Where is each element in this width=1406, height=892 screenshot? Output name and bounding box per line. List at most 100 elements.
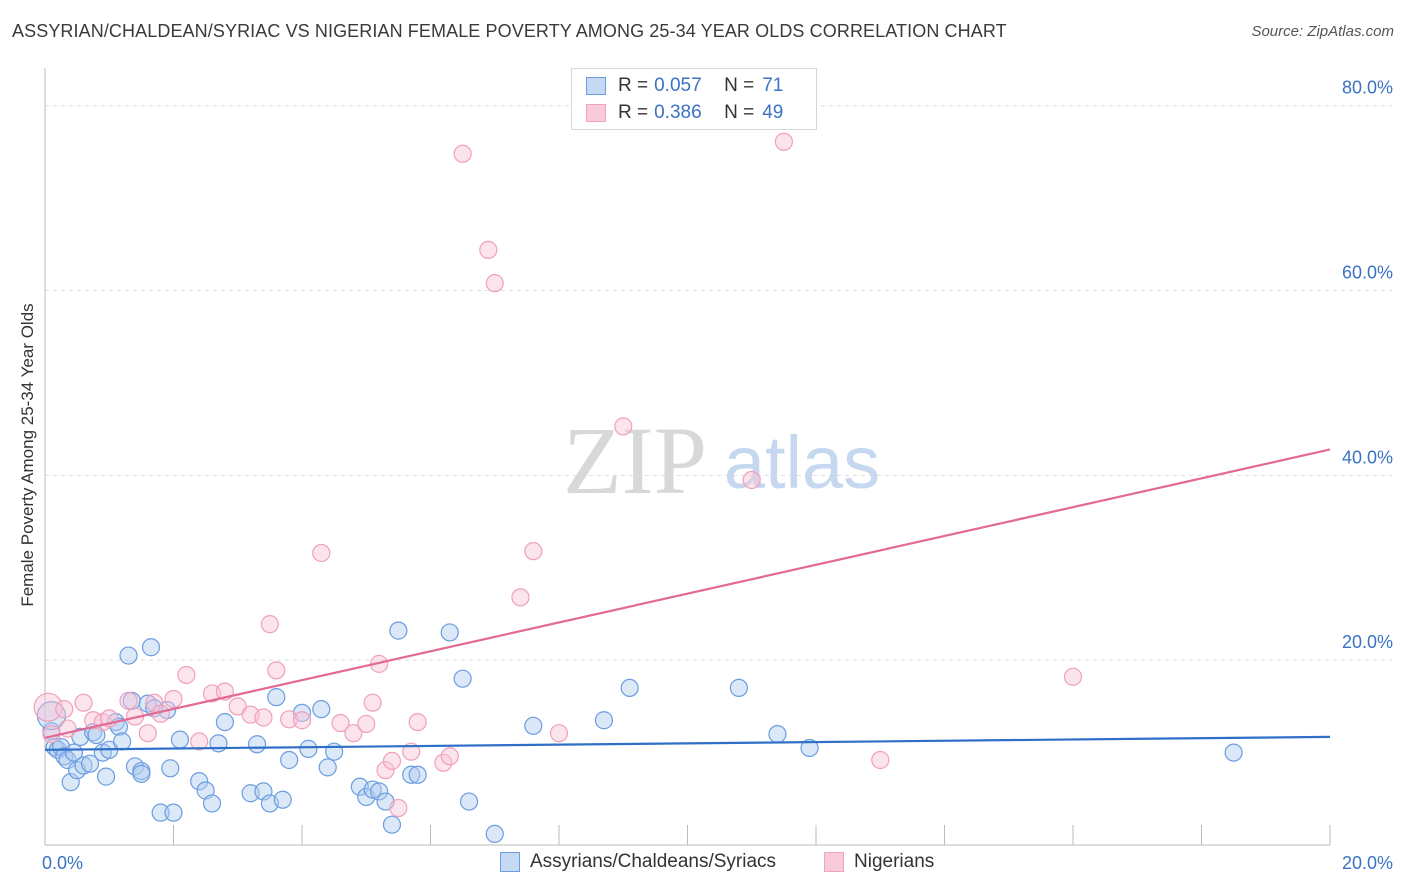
point-assyrians <box>459 792 479 811</box>
trend-line-assyrians <box>44 735 1331 751</box>
point-assyrians <box>96 767 116 786</box>
point-assyrians <box>209 734 228 753</box>
point-assyrians <box>325 742 344 761</box>
legend-r-value-assyrians: 0.057 <box>654 75 702 96</box>
series-nigerians-points <box>33 132 1083 818</box>
point-nigerians <box>119 691 138 710</box>
bottom-legend-swatch-assyrians <box>500 852 520 872</box>
point-nigerians <box>177 665 196 685</box>
chart-title: ASSYRIAN/CHALDEAN/SYRIAC VS NIGERIAN FEM… <box>12 21 1007 41</box>
point-assyrians <box>620 678 639 698</box>
legend-swatch-assyrians <box>586 77 606 95</box>
point-assyrians <box>485 824 504 844</box>
point-assyrians <box>80 754 100 773</box>
source-credit: Source: ZipAtlas.com <box>1251 23 1394 40</box>
bottom-legend-label-assyrians: Assyrians/Chaldeans/Syriacs <box>530 851 777 872</box>
point-nigerians <box>389 798 408 818</box>
bottom-legend-assyrians: Assyrians/Chaldeans/Syriacs <box>500 851 776 873</box>
legend-n-value-nigerians: 49 <box>762 102 784 123</box>
point-nigerians <box>485 274 504 293</box>
legend-n-label: N = <box>724 102 755 123</box>
point-assyrians <box>408 765 427 784</box>
point-assyrians <box>247 735 267 754</box>
y-tick-label: 20.0% <box>1342 632 1393 652</box>
point-assyrians <box>141 638 161 657</box>
point-assyrians <box>190 772 209 791</box>
point-nigerians <box>280 710 299 729</box>
trend-lines <box>44 448 1331 751</box>
bottom-legend-swatch-nigerians <box>824 852 844 872</box>
y-tick-label: 60.0% <box>1342 263 1393 283</box>
point-nigerians <box>524 542 543 561</box>
point-assyrians <box>370 782 389 801</box>
point-assyrians <box>64 743 84 762</box>
point-assyrians <box>202 794 222 813</box>
point-assyrians <box>594 711 614 730</box>
point-nigerians <box>254 708 273 727</box>
point-nigerians <box>453 144 472 163</box>
legend-r-label: R = <box>618 102 649 123</box>
point-nigerians <box>511 588 530 607</box>
tick-labels: 20.0% 40.0% 60.0% 80.0% 0.0% 20.0% <box>42 78 1393 873</box>
y-tick-label: 80.0% <box>1342 78 1393 98</box>
point-nigerians <box>267 661 286 680</box>
watermark: ZIP atlas <box>563 407 880 514</box>
point-assyrians <box>312 700 331 719</box>
point-assyrians <box>132 764 151 783</box>
point-assyrians <box>389 621 408 640</box>
point-nigerians <box>402 742 421 761</box>
point-nigerians <box>408 712 427 732</box>
point-nigerians <box>363 693 382 712</box>
point-assyrians <box>1224 743 1243 762</box>
point-nigerians <box>33 692 63 722</box>
x-tick-label: 0.0% <box>42 853 83 873</box>
point-nigerians <box>292 711 312 730</box>
watermark-atlas: atlas <box>724 421 880 504</box>
point-nigerians <box>871 750 890 770</box>
point-assyrians <box>267 688 286 707</box>
point-assyrians <box>170 730 190 749</box>
point-assyrians <box>164 803 183 822</box>
point-nigerians <box>774 132 793 151</box>
point-assyrians <box>112 732 132 751</box>
point-nigerians <box>549 724 569 743</box>
point-assyrians <box>74 756 93 775</box>
point-assyrians <box>440 623 459 642</box>
point-nigerians <box>260 615 279 634</box>
point-assyrians <box>119 646 138 665</box>
point-nigerians <box>74 693 93 712</box>
point-assyrians <box>382 815 402 834</box>
point-nigerians <box>376 761 395 780</box>
point-nigerians <box>479 240 498 259</box>
point-assyrians <box>768 725 787 744</box>
point-nigerians <box>344 724 363 743</box>
point-nigerians <box>138 724 157 743</box>
point-assyrians <box>151 803 170 822</box>
point-nigerians <box>331 713 350 733</box>
point-nigerians <box>1063 667 1083 686</box>
point-assyrians <box>800 738 819 758</box>
point-assyrians <box>524 716 543 735</box>
bottom-legend-nigerians: Nigerians <box>824 851 934 873</box>
legend: R = 0.057 N = 71 R = 0.386 N = 49 <box>571 68 817 130</box>
legend-row-assyrians: R = 0.057 N = 71 <box>586 74 783 98</box>
point-nigerians <box>742 470 761 490</box>
point-nigerians <box>357 714 376 734</box>
point-nigerians <box>55 700 74 719</box>
watermark-zip: ZIP <box>563 407 707 514</box>
legend-r-value-nigerians: 0.386 <box>654 102 702 123</box>
x-tick-label: 20.0% <box>1342 853 1393 873</box>
gridlines <box>45 105 1392 661</box>
point-assyrians <box>402 765 421 784</box>
legend-n-label: N = <box>724 75 755 96</box>
point-assyrians <box>453 669 472 688</box>
point-nigerians <box>434 753 453 772</box>
point-nigerians <box>382 751 402 771</box>
y-tick-label: 40.0% <box>1342 447 1393 467</box>
point-assyrians <box>299 739 318 758</box>
legend-r-label: R = <box>618 75 649 96</box>
y-axis-label: Female Poverty Among 25-34 Year Olds <box>18 303 37 607</box>
legend-swatch-nigerians <box>586 104 606 122</box>
point-nigerians <box>614 417 633 436</box>
